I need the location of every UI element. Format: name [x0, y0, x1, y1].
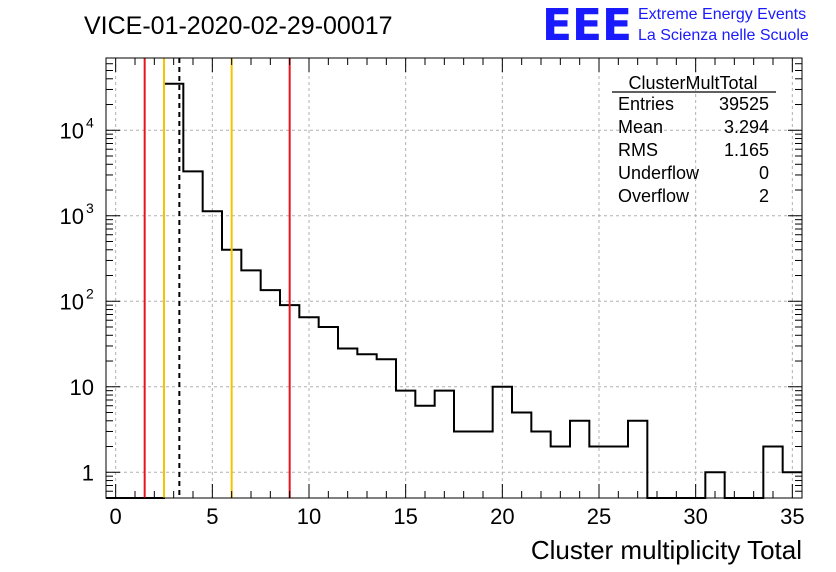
histogram-bin	[493, 387, 512, 498]
stats-title: ClusterMultTotal	[628, 73, 757, 93]
stats-label: Mean	[618, 117, 663, 137]
histogram-bin	[338, 349, 357, 498]
stats-value: 39525	[719, 94, 769, 114]
histogram-bin	[164, 84, 183, 498]
stats-value: 2	[759, 186, 769, 206]
histogram-bin	[319, 327, 338, 498]
x-tick-label: 0	[110, 504, 122, 529]
x-tick-label: 10	[297, 504, 321, 529]
run-title: VICE-01-2020-02-29-00017	[84, 12, 393, 40]
x-tick-label: 5	[206, 504, 218, 529]
logo-line-1: Extreme Energy Events	[638, 6, 806, 23]
histogram-bins	[106, 82, 802, 499]
x-tick-label: 35	[780, 504, 804, 529]
y-tick-exponent: 2	[86, 285, 94, 301]
stats-box: ClusterMultTotal Entries 39525 Mean 3.294 RM…	[612, 73, 776, 206]
histogram-bin	[183, 171, 202, 498]
stats-rows: Entries 39525 Mean 3.294 RMS 1.165 Underflow 0 O…	[618, 94, 769, 206]
reference-lines	[143, 58, 291, 498]
histogram-bin	[415, 406, 434, 498]
histogram-bin	[203, 211, 222, 498]
stats-label: Overflow	[618, 186, 690, 206]
logo-line-2: La Scienza nelle Scuole	[638, 27, 809, 44]
plot-frame	[105, 57, 803, 499]
histogram-bin	[531, 431, 550, 498]
histogram-bin	[628, 421, 647, 498]
x-tick-label: 20	[490, 504, 514, 529]
x-axis-label: Cluster multiplicity Total	[531, 535, 802, 565]
histogram-bin	[454, 431, 473, 498]
stats-value: 1.165	[724, 140, 769, 160]
y-tick-label: 10	[60, 289, 84, 314]
histogram-bin	[357, 354, 376, 498]
stats-value: 0	[759, 163, 769, 183]
stats-label: RMS	[618, 140, 658, 160]
y-tick-label: 1	[82, 460, 94, 485]
y-tick-label: 10	[60, 118, 84, 143]
x-tick-label: 30	[683, 504, 707, 529]
grid	[106, 58, 802, 498]
histogram-bin	[435, 391, 454, 498]
x-tick-labels: 0 5 10 15 20 25 30 35	[110, 504, 805, 529]
y-tick-label: 10	[60, 204, 84, 229]
y-tick-exponent: 3	[86, 200, 94, 216]
eee-logo-mark: EEE	[542, 0, 632, 51]
histogram-bin	[551, 447, 570, 498]
histogram-bin	[396, 391, 415, 498]
histogram-bin	[473, 431, 492, 498]
histogram-bin	[377, 359, 396, 498]
axis-ticks	[106, 57, 802, 499]
histogram-bin	[512, 412, 531, 498]
y-tick-exponent: 4	[86, 114, 94, 130]
histogram-bin	[609, 447, 628, 498]
histogram-bin	[763, 447, 782, 498]
histogram-bin	[299, 317, 318, 498]
x-tick-label: 15	[393, 504, 417, 529]
stats-label: Underflow	[618, 163, 700, 183]
histogram-bin	[261, 290, 280, 498]
histogram-bin	[570, 421, 589, 498]
y-tick-label: 10	[70, 375, 94, 400]
stats-value: 3.294	[724, 117, 769, 137]
stats-label: Entries	[618, 94, 674, 114]
histogram-bin	[241, 270, 260, 498]
eee-logo: EEE Extreme Energy Events La Scienza nel…	[542, 0, 809, 51]
x-tick-label: 25	[587, 504, 611, 529]
